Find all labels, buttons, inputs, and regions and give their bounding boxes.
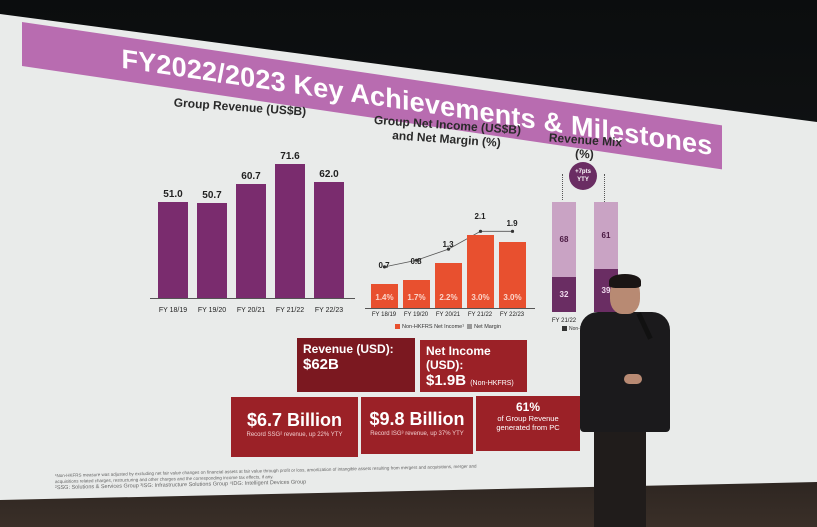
footnotes: ¹Non-HKFRS measure was adjusted by exclu… (55, 463, 505, 492)
net-income-category-label: FY 19/20 (403, 312, 429, 318)
kpi-pc-value: 61% (515, 400, 541, 414)
revenue-mix-legend: Non-PC (562, 326, 587, 332)
revenue-bar (275, 163, 305, 298)
legend-margin-swatch (467, 324, 473, 330)
presenter-hair (609, 274, 641, 288)
revenue-axis (150, 298, 355, 299)
net-margin-label: 1.4% (375, 293, 394, 302)
badge-line1: +7pts (575, 169, 591, 175)
net-margin-label: 3.0% (503, 293, 522, 302)
net-income-chart: Non-HKFRS Net Income¹ Net Margin 1.4% 0.7… (365, 200, 535, 330)
kpi-net-income-card: Net Income (USD): $1.9B (Non-HKFRS) (420, 340, 527, 392)
revenue-bar-value: 60.7 (241, 171, 261, 183)
net-margin-label: 1.7% (407, 293, 426, 302)
kpi-ssg-card: $6.7 Billion Record SSG² revenue, up 22%… (231, 397, 358, 457)
kpi-ssg-value: $6.7 Billion (246, 410, 343, 430)
net-margin-line (382, 229, 515, 269)
net-margin-label: 2.2% (439, 293, 458, 302)
revenue-bar (314, 181, 344, 298)
presenter-figure (572, 272, 677, 527)
badge-line2: YTY (577, 177, 589, 183)
kpi-isg-value: $9.8 Billion (369, 409, 465, 429)
net-income-value: 0.8 (410, 257, 422, 267)
revenue-bar (197, 202, 227, 298)
net-income-bar: 1.7% (403, 280, 430, 308)
net-income-category-label: FY 22/23 (499, 312, 525, 318)
net-income-legend: Non-HKFRS Net Income¹ Net Margin (395, 324, 501, 330)
net-income-category-label: FY 20/21 (435, 312, 461, 318)
revenue-bar-value: 62.0 (319, 168, 339, 180)
net-income-category-label: FY 18/19 (371, 312, 397, 318)
revenue-bar-value: 51.0 (163, 189, 183, 201)
revenue-bar (158, 202, 188, 298)
kpi-net-income-label: Net Income (USD): (426, 344, 491, 372)
net-margin-label: 3.0% (471, 293, 490, 302)
net-income-value: 1.3 (442, 239, 454, 249)
revenue-category-label: FY 22/23 (314, 307, 344, 314)
revenue-bar-value: 71.6 (280, 150, 300, 162)
yty-badge: +7pts YTY (569, 162, 597, 190)
net-income-category-label: FY 21/22 (467, 312, 493, 318)
revenue-category-label: FY 21/22 (275, 307, 305, 314)
kpi-pc-sub2: generated from PC (496, 423, 560, 432)
presenter-legs (594, 427, 646, 527)
revenue-category-label: FY 18/19 (158, 307, 188, 314)
net-income-note: (Non-HKFRS) (470, 380, 514, 387)
revenue-bar (236, 184, 266, 298)
net-income-value: 1.9 (506, 218, 518, 228)
net-income-bar: 2.2% (435, 262, 462, 308)
kpi-isg-card: $9.8 Billion Record ISG³ revenue, up 37%… (361, 397, 473, 454)
mix-segment-pc: 61 (594, 202, 618, 270)
revenue-category-label: FY 20/21 (236, 307, 266, 314)
mix-category-label: FY 21/22 (551, 318, 577, 324)
kpi-pc-sub1: of Group Revenue (497, 414, 559, 423)
kpi-revenue-card: Revenue (USD): $62B (297, 338, 415, 392)
revenue-category-label: FY 19/20 (197, 307, 227, 314)
net-income-axis (365, 308, 535, 309)
net-income-value: 0.7 (378, 260, 390, 270)
net-income-bar: 3.0% (499, 241, 526, 308)
legend-nonpc-swatch (562, 326, 567, 332)
mix-segment-nonpc: 32 (552, 276, 576, 312)
net-income-value: 2.1 (474, 211, 486, 221)
revenue-mix-bar: 68 32 (552, 202, 576, 312)
kpi-net-income-value: $1.9B (Non-HKFRS) (426, 372, 521, 393)
presenter-hand (624, 374, 642, 384)
revenue-mix-title: Revenue Mix (%) (548, 130, 623, 162)
mix-segment-pc: 68 (552, 202, 576, 277)
legend-income-label: Non-HKFRS Net Income¹ (402, 324, 465, 330)
kpi-ssg-sub: Record SSG² revenue, up 22% YTY (246, 432, 343, 438)
kpi-pc-card: 61% of Group Revenue generated from PC (476, 396, 580, 451)
legend-income-swatch (395, 324, 400, 330)
revenue-chart: 51.0 FY 18/19 50.7 FY 19/20 60.7 FY 20/21 71.6… (150, 150, 355, 320)
kpi-revenue-label: Revenue (USD): (303, 342, 394, 356)
legend-margin-label: Net Margin (474, 324, 502, 330)
kpi-revenue-value: $62B (303, 356, 339, 373)
net-income-bar: 3.0% (467, 234, 494, 308)
dotted-connector-left (562, 174, 563, 200)
revenue-bar-value: 50.7 (202, 189, 222, 201)
net-income-bar: 1.4% (371, 283, 398, 308)
presenter-jacket (580, 312, 670, 432)
legend-nonpc-label: Non-PC (569, 326, 587, 332)
dotted-connector-right (604, 174, 605, 204)
net-income-amount: $1.9B (426, 372, 467, 389)
kpi-isg-sub: Record ISG³ revenue, up 37% YTY (370, 431, 464, 437)
